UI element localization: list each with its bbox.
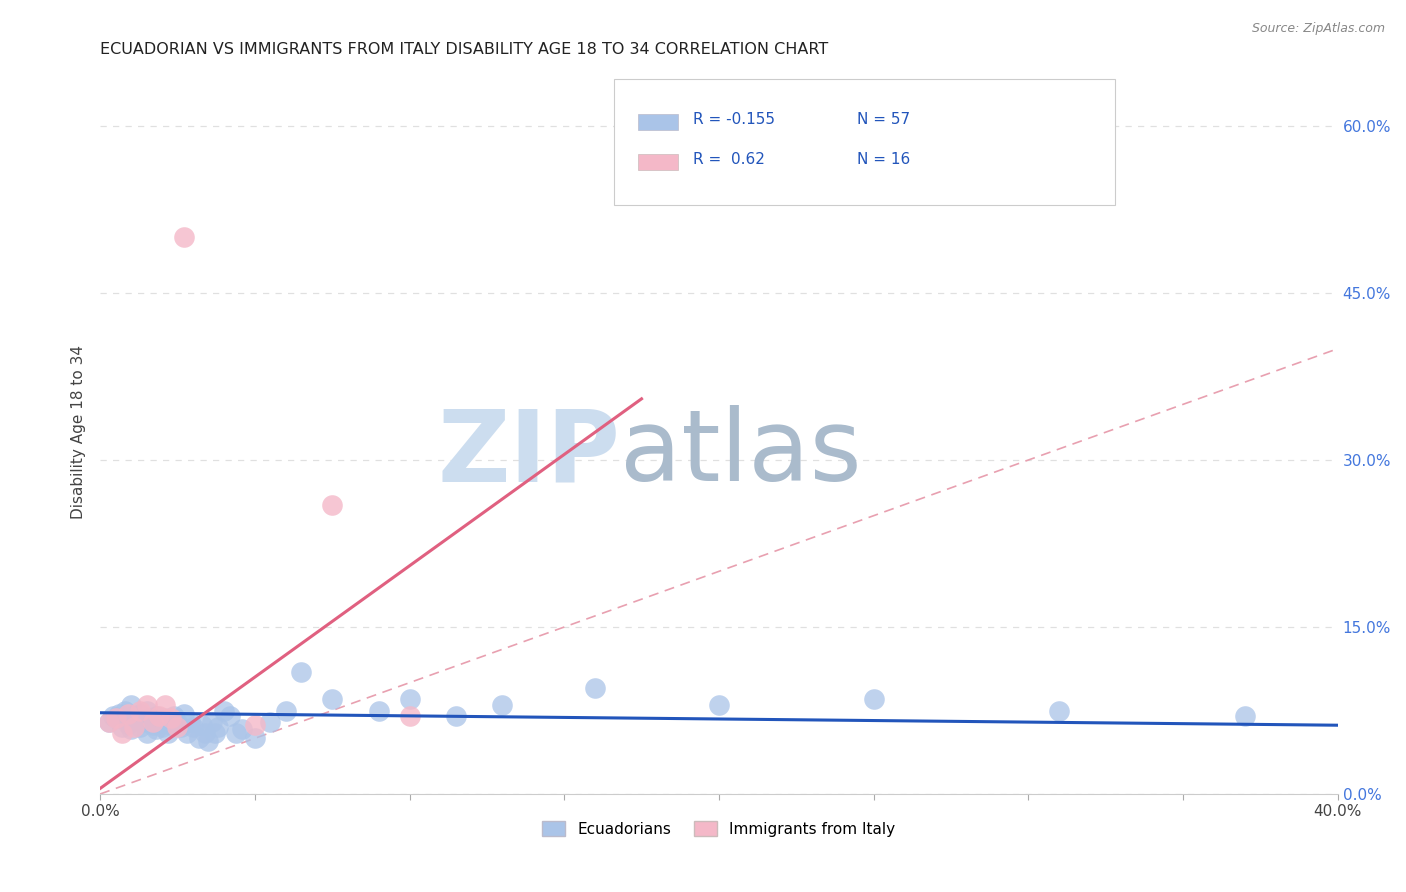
Text: ZIP: ZIP xyxy=(437,406,620,502)
Point xyxy=(398,692,420,706)
Point xyxy=(111,720,134,734)
Point xyxy=(707,698,730,712)
Point xyxy=(207,720,229,734)
Point xyxy=(148,715,170,730)
Point xyxy=(173,706,195,721)
FancyBboxPatch shape xyxy=(638,114,678,130)
Point xyxy=(160,718,183,732)
Point xyxy=(107,706,129,721)
Point xyxy=(212,704,235,718)
Text: R =  0.62: R = 0.62 xyxy=(693,152,765,167)
Text: Source: ZipAtlas.com: Source: ZipAtlas.com xyxy=(1251,22,1385,36)
Point xyxy=(104,711,127,725)
Point xyxy=(321,498,343,512)
Point xyxy=(398,709,420,723)
Point xyxy=(104,711,127,725)
FancyBboxPatch shape xyxy=(613,79,1115,205)
Point xyxy=(367,704,389,718)
Text: ECUADORIAN VS IMMIGRANTS FROM ITALY DISABILITY AGE 18 TO 34 CORRELATION CHART: ECUADORIAN VS IMMIGRANTS FROM ITALY DISA… xyxy=(100,42,828,57)
Point xyxy=(101,709,124,723)
Point xyxy=(274,704,297,718)
Point xyxy=(135,704,157,718)
Point xyxy=(135,726,157,740)
Text: R = -0.155: R = -0.155 xyxy=(693,112,775,127)
Point xyxy=(129,706,152,721)
Point xyxy=(197,733,219,747)
Point xyxy=(114,704,136,718)
Point xyxy=(163,709,186,723)
Point xyxy=(204,726,226,740)
Point xyxy=(117,706,139,721)
Point xyxy=(188,731,211,746)
Point xyxy=(129,704,152,718)
Point xyxy=(191,718,214,732)
Point xyxy=(138,711,160,725)
FancyBboxPatch shape xyxy=(638,154,678,170)
Text: atlas: atlas xyxy=(620,406,862,502)
Point xyxy=(179,714,201,729)
Point xyxy=(243,731,266,746)
Point xyxy=(153,711,176,725)
Point xyxy=(122,709,145,723)
Point xyxy=(132,714,155,729)
Point xyxy=(173,230,195,244)
Point xyxy=(1047,704,1070,718)
Point xyxy=(111,726,134,740)
Point xyxy=(127,711,149,725)
Point xyxy=(153,698,176,712)
Point xyxy=(259,714,281,729)
Point xyxy=(321,692,343,706)
Point xyxy=(135,698,157,712)
Point xyxy=(176,726,198,740)
Point xyxy=(225,726,247,740)
Y-axis label: Disability Age 18 to 34: Disability Age 18 to 34 xyxy=(72,345,86,519)
Point xyxy=(219,709,242,723)
Point xyxy=(169,720,191,734)
Point xyxy=(181,720,204,734)
Point xyxy=(160,711,183,725)
Text: N = 16: N = 16 xyxy=(858,152,911,167)
Text: N = 57: N = 57 xyxy=(858,112,911,127)
Point xyxy=(194,726,217,740)
Point xyxy=(98,714,121,729)
Point xyxy=(166,720,188,734)
Point xyxy=(150,720,173,734)
Point xyxy=(290,665,312,679)
Point xyxy=(1233,709,1256,723)
Point xyxy=(157,726,180,740)
Point xyxy=(142,714,165,729)
Point xyxy=(145,723,167,737)
Point xyxy=(491,698,513,712)
Point xyxy=(122,720,145,734)
Point xyxy=(120,723,142,737)
Point xyxy=(117,717,139,731)
Point xyxy=(200,714,222,729)
Point xyxy=(129,720,152,734)
Point xyxy=(862,692,884,706)
Point xyxy=(142,718,165,732)
Point xyxy=(583,681,606,696)
Point xyxy=(243,718,266,732)
Point xyxy=(166,714,188,729)
Point xyxy=(231,723,253,737)
Point xyxy=(98,714,121,729)
Point xyxy=(148,709,170,723)
Point xyxy=(145,709,167,723)
Point xyxy=(444,709,467,723)
Legend: Ecuadorians, Immigrants from Italy: Ecuadorians, Immigrants from Italy xyxy=(534,813,903,844)
Point xyxy=(120,698,142,712)
